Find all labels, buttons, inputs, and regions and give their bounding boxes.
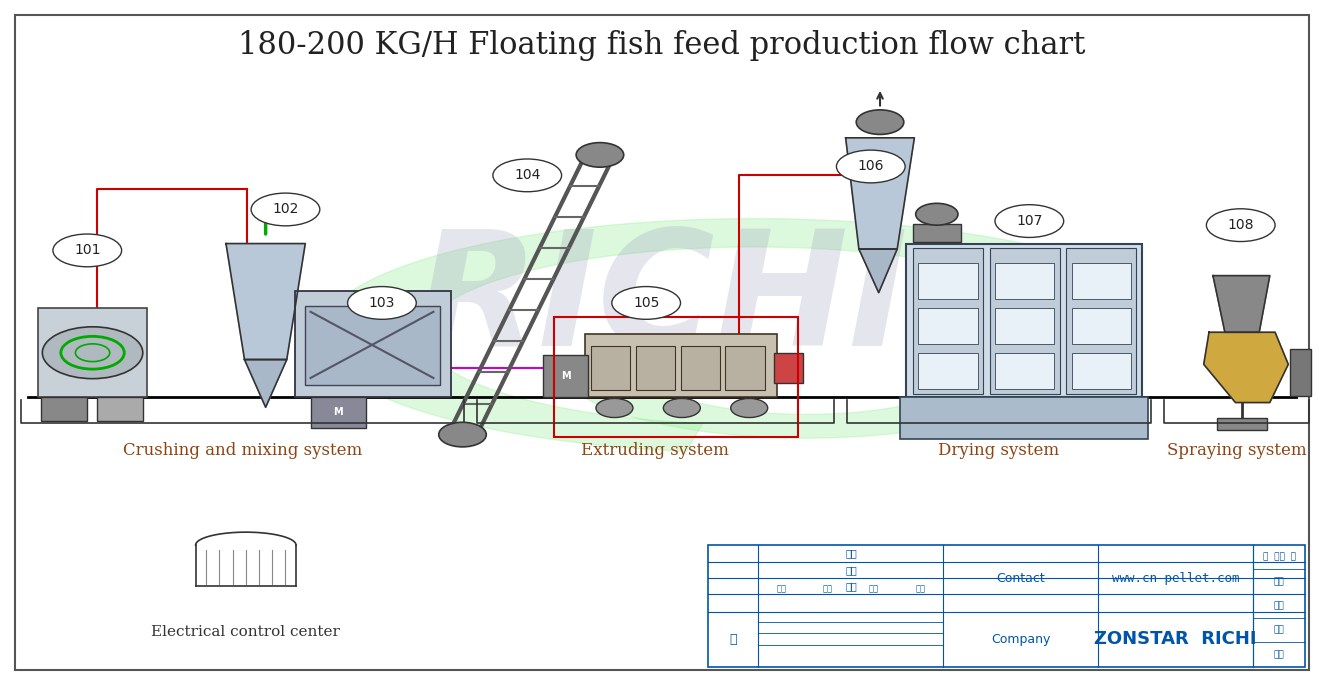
Text: 107: 107 xyxy=(1016,214,1043,228)
FancyBboxPatch shape xyxy=(995,308,1055,344)
FancyBboxPatch shape xyxy=(636,346,675,390)
Polygon shape xyxy=(1213,275,1270,332)
FancyBboxPatch shape xyxy=(97,397,143,421)
FancyBboxPatch shape xyxy=(38,308,147,397)
Text: Extruding system: Extruding system xyxy=(581,442,730,459)
Ellipse shape xyxy=(348,286,417,319)
Circle shape xyxy=(42,327,143,379)
FancyBboxPatch shape xyxy=(918,353,978,389)
FancyBboxPatch shape xyxy=(591,346,630,390)
Text: 日期: 日期 xyxy=(916,584,925,593)
Text: 签字: 签字 xyxy=(869,584,878,593)
Text: M: M xyxy=(561,371,571,381)
Text: 105: 105 xyxy=(633,296,660,310)
Ellipse shape xyxy=(995,205,1064,238)
Polygon shape xyxy=(318,219,1063,451)
Ellipse shape xyxy=(492,159,561,192)
Text: 101: 101 xyxy=(74,243,101,258)
FancyBboxPatch shape xyxy=(1290,349,1311,396)
FancyBboxPatch shape xyxy=(543,355,588,397)
Text: 材料: 材料 xyxy=(1274,625,1285,634)
FancyBboxPatch shape xyxy=(305,306,441,385)
FancyBboxPatch shape xyxy=(726,346,766,390)
Text: 106: 106 xyxy=(857,160,884,173)
Text: M: M xyxy=(333,407,344,417)
FancyBboxPatch shape xyxy=(709,545,1306,667)
Text: 数量: 数量 xyxy=(1274,577,1285,586)
Text: 改: 改 xyxy=(730,633,736,646)
Text: Spraying system: Spraying system xyxy=(1166,442,1307,459)
Ellipse shape xyxy=(1206,209,1275,242)
Text: 图号: 图号 xyxy=(1274,650,1285,659)
Text: www.cn-pellet.com: www.cn-pellet.com xyxy=(1112,572,1239,585)
FancyBboxPatch shape xyxy=(41,397,88,421)
Circle shape xyxy=(731,399,768,418)
Polygon shape xyxy=(845,138,914,249)
FancyBboxPatch shape xyxy=(1067,249,1136,394)
Circle shape xyxy=(596,399,633,418)
FancyBboxPatch shape xyxy=(913,249,983,394)
FancyBboxPatch shape xyxy=(681,346,721,390)
Text: ZONSTAR  RICHI: ZONSTAR RICHI xyxy=(1093,630,1257,648)
Text: 标记: 标记 xyxy=(776,584,787,593)
FancyBboxPatch shape xyxy=(990,249,1060,394)
Text: 103: 103 xyxy=(369,296,395,310)
FancyBboxPatch shape xyxy=(918,263,978,299)
Ellipse shape xyxy=(53,234,122,266)
Circle shape xyxy=(439,423,486,447)
Circle shape xyxy=(664,399,701,418)
FancyBboxPatch shape xyxy=(1072,308,1131,344)
Polygon shape xyxy=(560,329,1059,438)
FancyBboxPatch shape xyxy=(995,353,1055,389)
FancyBboxPatch shape xyxy=(1072,353,1131,389)
FancyBboxPatch shape xyxy=(918,308,978,344)
FancyBboxPatch shape xyxy=(311,397,366,427)
Polygon shape xyxy=(1204,332,1289,403)
Ellipse shape xyxy=(836,150,905,183)
Text: 制图: 制图 xyxy=(845,565,857,575)
Circle shape xyxy=(576,142,624,167)
FancyBboxPatch shape xyxy=(1217,418,1267,429)
Text: 比例: 比例 xyxy=(1274,601,1285,610)
FancyBboxPatch shape xyxy=(295,291,451,397)
Circle shape xyxy=(856,110,904,134)
Text: 104: 104 xyxy=(514,169,540,182)
Ellipse shape xyxy=(612,286,681,319)
Ellipse shape xyxy=(251,193,320,226)
Text: Crushing and mixing system: Crushing and mixing system xyxy=(123,442,362,459)
Text: Company: Company xyxy=(991,633,1051,646)
Text: 设计: 设计 xyxy=(845,581,857,590)
Text: 108: 108 xyxy=(1227,218,1254,232)
Text: Drying system: Drying system xyxy=(938,442,1059,459)
Text: RICHI: RICHI xyxy=(415,224,909,379)
Polygon shape xyxy=(244,360,287,408)
FancyBboxPatch shape xyxy=(775,353,803,384)
FancyBboxPatch shape xyxy=(900,397,1148,439)
Text: Contact: Contact xyxy=(997,572,1046,585)
FancyBboxPatch shape xyxy=(585,334,778,397)
Circle shape xyxy=(916,203,958,225)
FancyBboxPatch shape xyxy=(995,263,1055,299)
Text: 校对: 校对 xyxy=(845,549,857,559)
Text: 共  张第  张: 共 张第 张 xyxy=(1262,553,1295,562)
Text: Electrical control center: Electrical control center xyxy=(151,625,340,639)
FancyBboxPatch shape xyxy=(913,224,961,242)
Text: 180-200 KG/H Floating fish feed production flow chart: 180-200 KG/H Floating fish feed producti… xyxy=(239,30,1085,61)
Text: 处数: 处数 xyxy=(823,584,833,593)
FancyBboxPatch shape xyxy=(906,244,1141,397)
Polygon shape xyxy=(859,249,897,292)
Polygon shape xyxy=(226,244,305,360)
Text: 102: 102 xyxy=(272,203,299,216)
FancyBboxPatch shape xyxy=(1072,263,1131,299)
